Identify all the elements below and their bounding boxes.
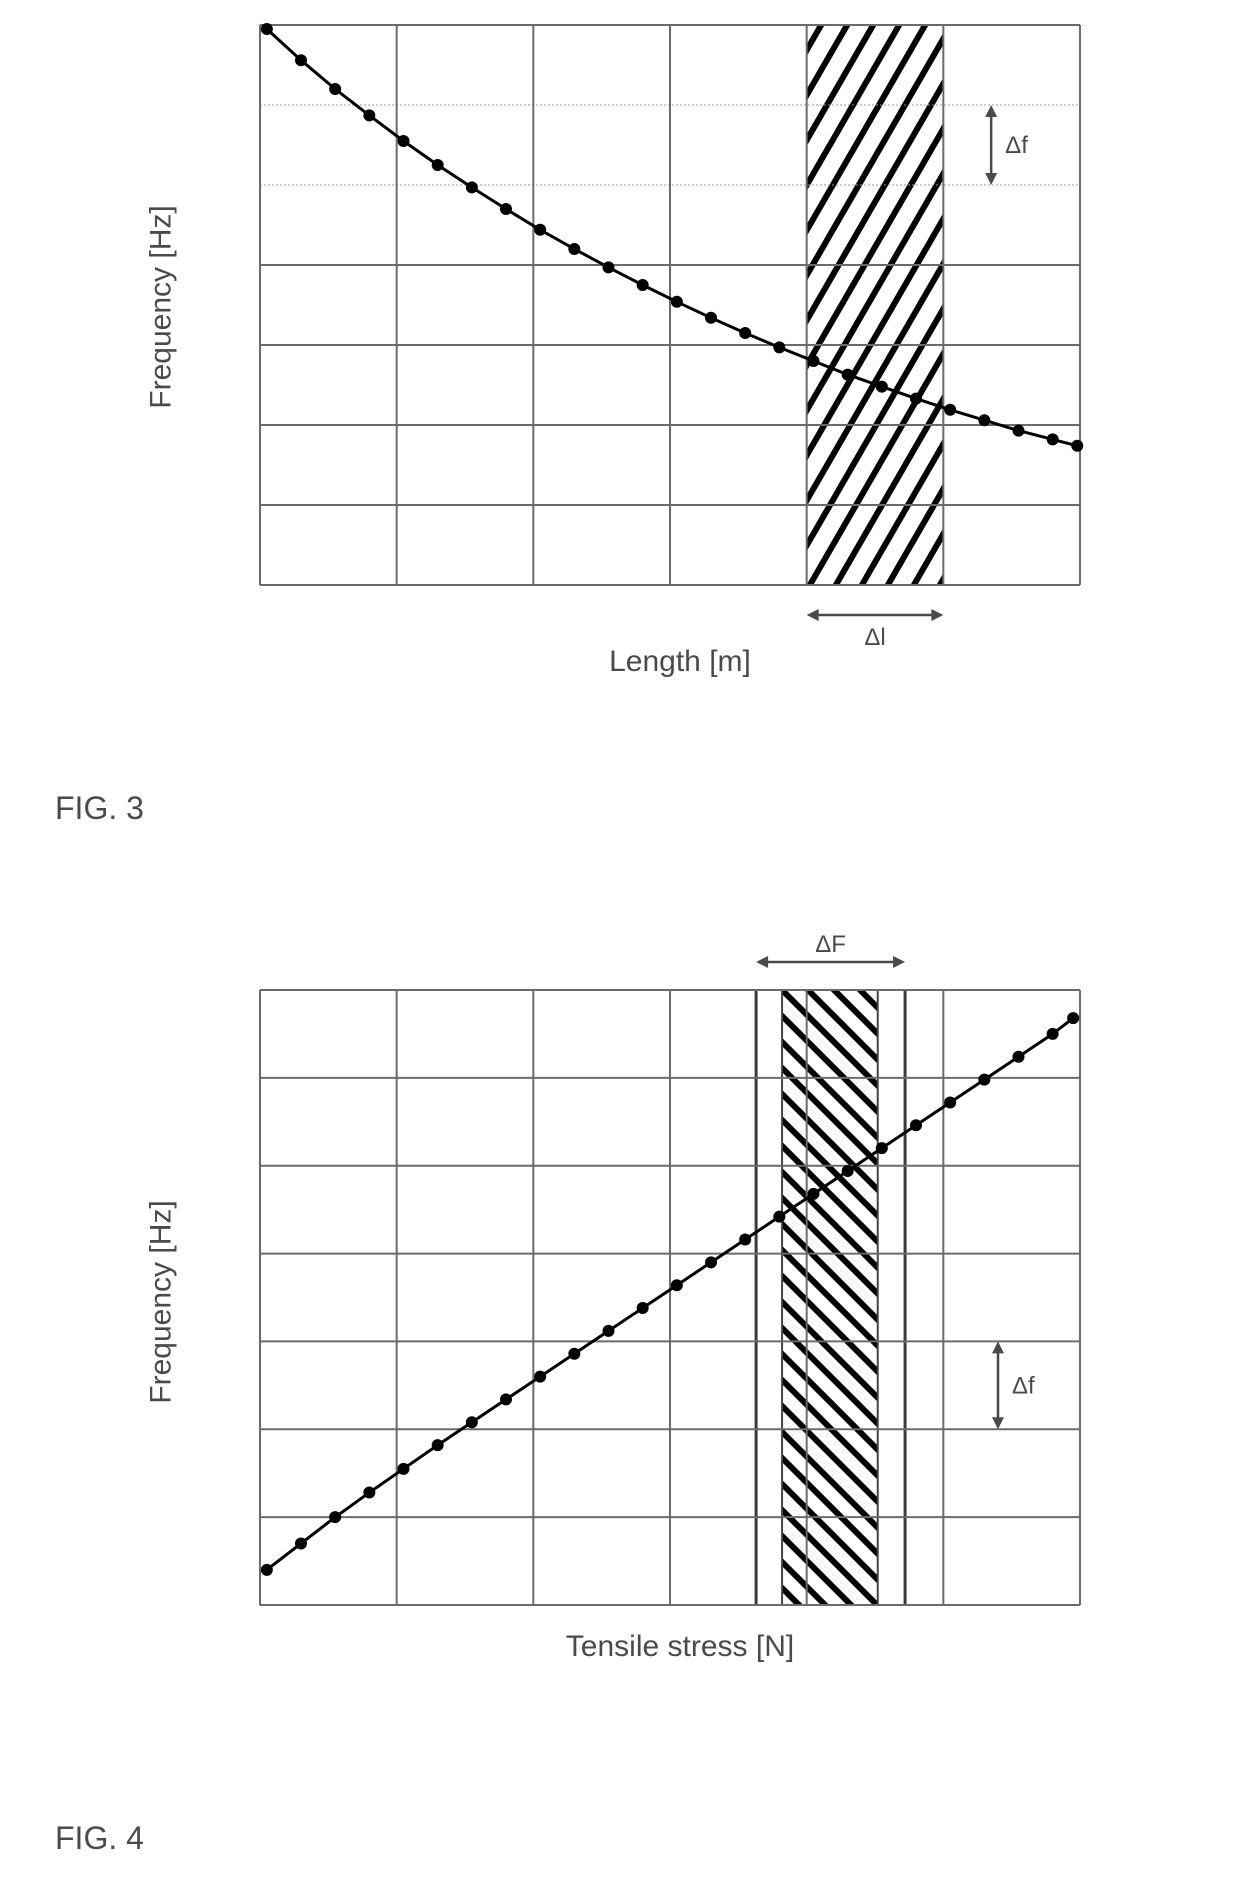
chart1-ylabel: Frequency [Hz] bbox=[145, 205, 179, 408]
fig4-caption: FIG. 4 bbox=[55, 1820, 144, 1857]
chart-2: Frequency [Hz] ΔFΔf Tensile stress [N] bbox=[230, 930, 1130, 1690]
chart-1: Frequency [Hz] ΔfΔl Length [m] bbox=[230, 10, 1130, 690]
chart2-svg: ΔF Δf bbox=[230, 930, 1130, 1690]
chart2-ylabel: Frequency [Hz] bbox=[145, 1200, 179, 1403]
chart2-xlabel: Tensile stress [N] bbox=[230, 1630, 1130, 1664]
page: Frequency [Hz] ΔfΔl Length [m] FIG. 3 Fr… bbox=[0, 0, 1240, 1893]
svg-text:Δf: Δf bbox=[1012, 1372, 1035, 1399]
chart1-xlabel: Length [m] bbox=[230, 645, 1130, 679]
chart1-svg: ΔfΔl bbox=[230, 10, 1130, 690]
fig3-caption: FIG. 3 bbox=[55, 790, 144, 827]
svg-text:ΔF: ΔF bbox=[815, 931, 846, 958]
svg-text:Δf: Δf bbox=[1005, 132, 1028, 159]
